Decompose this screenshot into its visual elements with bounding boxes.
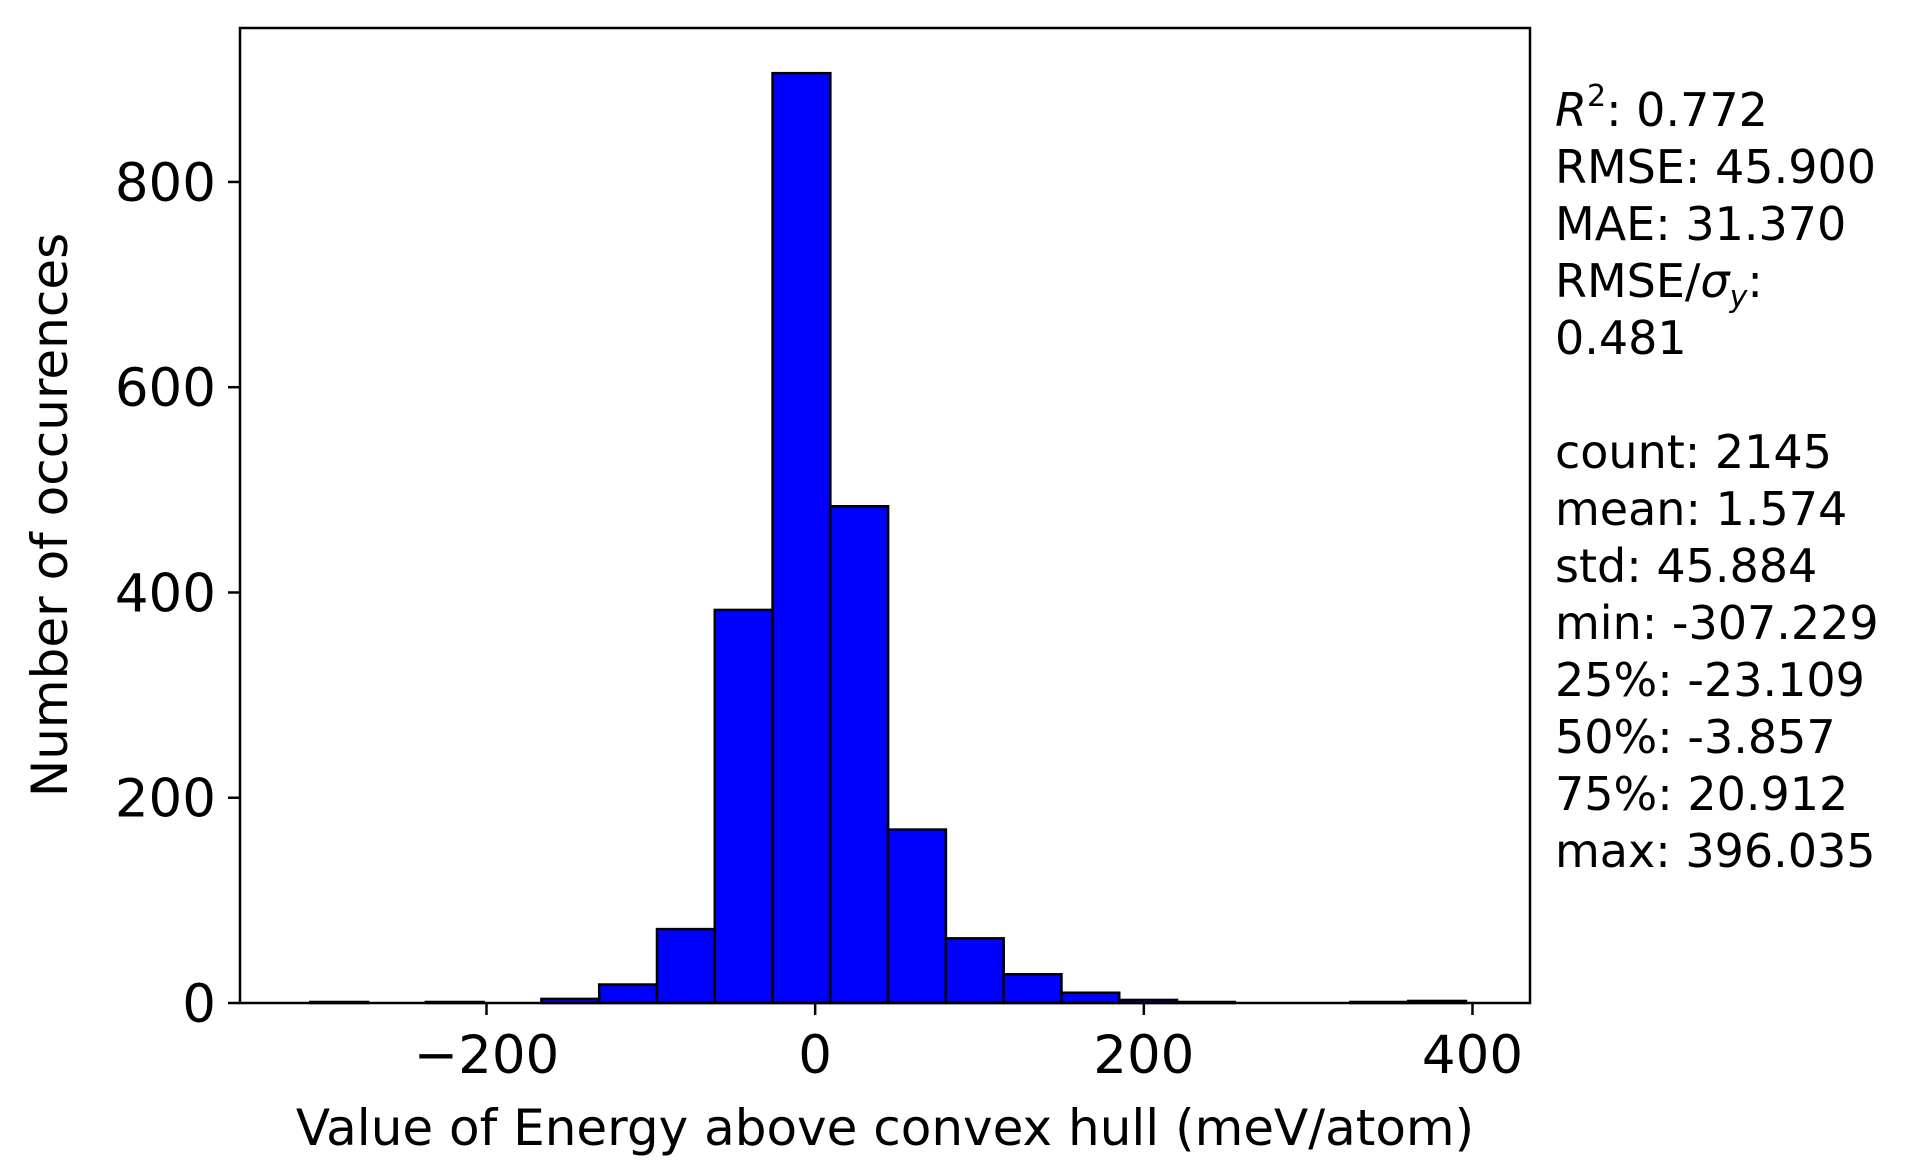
p50-stat: 50%: -3.857 (1555, 710, 1836, 764)
p75-stat: 75%: 20.912 (1555, 767, 1849, 821)
histogram-bar (713, 608, 774, 1005)
histogram-bar (886, 828, 948, 1005)
r2-value: : 0.772 (1606, 83, 1768, 137)
histogram-bar (1002, 973, 1063, 1005)
p25-stat: 25%: -23.109 (1555, 653, 1865, 707)
y-tick-label: 0 (182, 974, 216, 1035)
rmse-sigma-value: 0.481 (1555, 311, 1687, 365)
x-axis-label: Value of Energy above convex hull (meV/a… (296, 1099, 1474, 1157)
histogram-bar (944, 937, 1005, 1005)
histogram-bars (309, 71, 1468, 1005)
x-axis-ticks: −200 0 200 400 (414, 1003, 1523, 1086)
rmse-stat: RMSE: 45.900 (1555, 140, 1876, 194)
x-tick-label: 400 (1422, 1025, 1523, 1086)
min-stat: min: -307.229 (1555, 596, 1879, 650)
y-tick-label: 400 (115, 563, 216, 624)
y-tick-label: 600 (115, 358, 216, 419)
mae-stat: MAE: 31.370 (1555, 197, 1847, 251)
histogram-bar (1060, 991, 1121, 1005)
y-axis-label: Number of occurences (21, 233, 79, 797)
stats-panel: R2: 0.772 RMSE: 45.900 MAE: 31.370 RMSE/… (1555, 82, 1879, 880)
y-axis-ticks: 0 200 400 600 800 (115, 153, 240, 1035)
histogram-bar (597, 983, 659, 1005)
y-tick-label: 200 (115, 769, 216, 830)
mean-stat: mean: 1.574 (1555, 482, 1848, 536)
histogram-bar (829, 505, 890, 1005)
count-stat: count: 2145 (1555, 425, 1832, 479)
x-tick-label: −200 (414, 1025, 560, 1086)
rmse-sigma-stat: RMSE/σy: (1555, 254, 1763, 315)
max-stat: max: 396.035 (1555, 824, 1876, 878)
histogram-bar (655, 927, 717, 1005)
x-tick-label: 200 (1093, 1025, 1194, 1086)
plot-frame (238, 26, 1532, 1005)
std-stat: std: 45.884 (1555, 539, 1818, 593)
x-tick-label: 0 (798, 1025, 832, 1086)
y-tick-label: 800 (115, 153, 216, 214)
r2-stat: R2: 0.772 (1555, 79, 1768, 138)
histogram-bar (771, 71, 832, 1005)
